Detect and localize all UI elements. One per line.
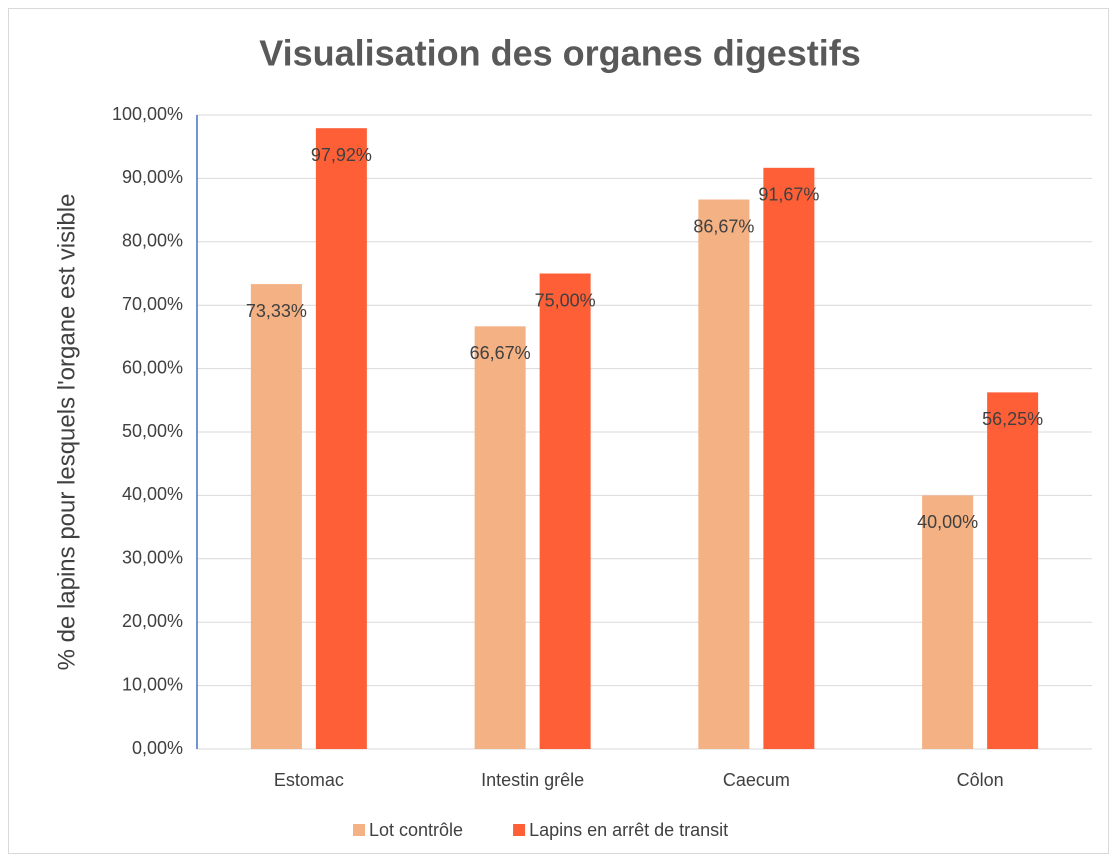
y-tick-label: 70,00% [122, 294, 183, 314]
chart-title: Visualisation des organes digestifs [259, 33, 861, 74]
data-label: 91,67% [758, 185, 819, 205]
bar [763, 167, 815, 749]
legend-label: Lapins en arrêt de transit [529, 820, 728, 840]
bar [474, 326, 526, 749]
y-axis-label: % de lapins pour lesquels l'organe est v… [53, 194, 80, 671]
legend-swatch [353, 824, 365, 836]
y-tick-label: 60,00% [122, 357, 183, 377]
y-tick-label: 100,00% [112, 104, 183, 124]
bar [250, 284, 302, 749]
x-tick-label: Côlon [957, 770, 1004, 790]
data-label: 66,67% [470, 343, 531, 363]
data-label: 40,00% [917, 512, 978, 532]
y-tick-label: 40,00% [122, 484, 183, 504]
y-tick-label: 0,00% [132, 738, 183, 758]
bar [539, 273, 591, 749]
data-label: 75,00% [535, 290, 596, 310]
x-tick-label: Caecum [723, 770, 790, 790]
data-label: 97,92% [311, 145, 372, 165]
x-tick-label: Intestin grêle [481, 770, 584, 790]
bar [698, 199, 750, 749]
y-tick-label: 20,00% [122, 611, 183, 631]
bar [315, 128, 367, 749]
data-label: 86,67% [693, 216, 754, 236]
data-label: 73,33% [246, 301, 307, 321]
bar [922, 495, 974, 749]
y-tick-label: 10,00% [122, 674, 183, 694]
y-tick-label: 50,00% [122, 421, 183, 441]
data-label: 56,25% [982, 409, 1043, 429]
y-tick-label: 30,00% [122, 548, 183, 568]
legend-swatch [513, 824, 526, 836]
legend-label: Lot contrôle [369, 820, 463, 840]
y-tick-label: 80,00% [122, 231, 183, 251]
bar [987, 392, 1039, 749]
x-tick-label: Estomac [274, 770, 344, 790]
y-tick-label: 90,00% [122, 167, 183, 187]
